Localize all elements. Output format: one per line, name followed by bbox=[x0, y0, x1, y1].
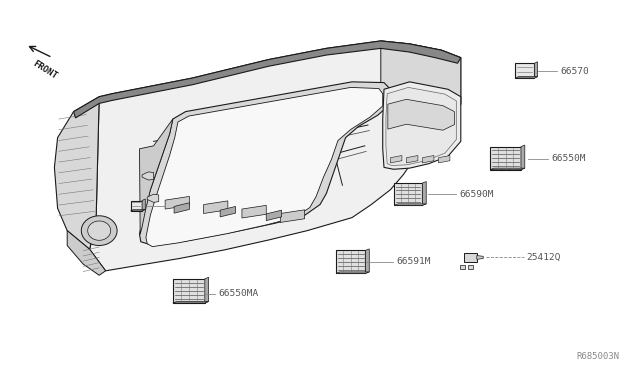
Polygon shape bbox=[204, 201, 228, 214]
Polygon shape bbox=[490, 168, 525, 170]
Polygon shape bbox=[336, 272, 369, 273]
Polygon shape bbox=[490, 147, 521, 170]
Polygon shape bbox=[422, 155, 434, 163]
Text: 66550MA: 66550MA bbox=[218, 289, 259, 298]
Polygon shape bbox=[468, 265, 473, 269]
Polygon shape bbox=[74, 41, 461, 118]
Polygon shape bbox=[464, 253, 477, 262]
Polygon shape bbox=[394, 204, 426, 205]
Polygon shape bbox=[515, 77, 538, 78]
Text: 66590M: 66590M bbox=[459, 190, 493, 199]
Text: 25412Q: 25412Q bbox=[527, 253, 561, 262]
Polygon shape bbox=[280, 210, 305, 222]
Polygon shape bbox=[54, 97, 99, 249]
Polygon shape bbox=[394, 183, 422, 205]
Polygon shape bbox=[140, 82, 390, 246]
Polygon shape bbox=[205, 277, 209, 303]
Polygon shape bbox=[365, 249, 369, 273]
Polygon shape bbox=[142, 199, 145, 211]
Polygon shape bbox=[477, 256, 483, 259]
Polygon shape bbox=[406, 155, 418, 163]
Polygon shape bbox=[173, 279, 205, 303]
Polygon shape bbox=[422, 182, 426, 205]
Polygon shape bbox=[460, 265, 465, 269]
Polygon shape bbox=[147, 194, 159, 202]
Polygon shape bbox=[266, 210, 282, 221]
Polygon shape bbox=[390, 155, 402, 163]
Polygon shape bbox=[438, 155, 450, 163]
Text: 66570: 66570 bbox=[560, 67, 589, 76]
Polygon shape bbox=[515, 63, 534, 78]
Polygon shape bbox=[146, 87, 383, 247]
Polygon shape bbox=[88, 221, 111, 240]
Polygon shape bbox=[173, 301, 209, 303]
Polygon shape bbox=[174, 203, 189, 213]
Polygon shape bbox=[165, 196, 189, 209]
Polygon shape bbox=[142, 172, 154, 180]
Polygon shape bbox=[381, 41, 461, 119]
Polygon shape bbox=[131, 201, 142, 211]
Polygon shape bbox=[220, 206, 236, 217]
Polygon shape bbox=[386, 87, 456, 166]
Polygon shape bbox=[81, 216, 117, 246]
Text: 66571: 66571 bbox=[168, 201, 197, 210]
Polygon shape bbox=[383, 82, 461, 169]
Polygon shape bbox=[534, 62, 538, 78]
Polygon shape bbox=[521, 145, 525, 170]
Text: FRONT: FRONT bbox=[31, 59, 59, 81]
Text: 66550M: 66550M bbox=[551, 154, 586, 163]
Text: R685003N: R685003N bbox=[577, 352, 620, 361]
Polygon shape bbox=[388, 99, 454, 130]
Polygon shape bbox=[336, 250, 365, 273]
Polygon shape bbox=[242, 205, 266, 218]
Polygon shape bbox=[90, 41, 461, 271]
Text: 66591M: 66591M bbox=[396, 257, 431, 266]
Polygon shape bbox=[67, 231, 106, 275]
Polygon shape bbox=[140, 119, 173, 234]
Polygon shape bbox=[131, 209, 145, 211]
